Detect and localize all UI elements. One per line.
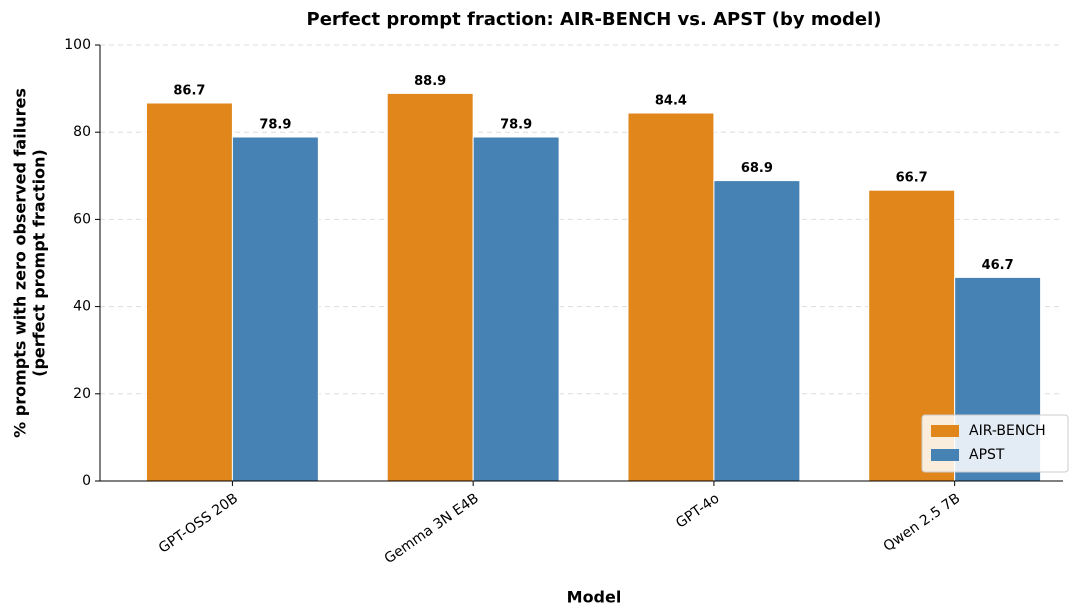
- legend-label: APST: [969, 447, 1005, 463]
- bar: [472, 136, 560, 482]
- bar: [145, 102, 233, 482]
- data-label: 46.7: [982, 258, 1014, 273]
- x-axis-label: Model: [567, 588, 622, 606]
- x-tick-label: GPT-OSS 20B: [156, 490, 241, 556]
- legend-label: AIR-BENCH: [969, 423, 1046, 439]
- data-label: 84.4: [655, 94, 687, 109]
- y-tick-label: 20: [73, 386, 91, 402]
- y-tick-label: 100: [64, 37, 91, 53]
- legend-swatch: [931, 425, 959, 437]
- x-tick-label: Qwen 2.5 7B: [881, 490, 964, 555]
- chart-title: Perfect prompt fraction: AIR-BENCH vs. A…: [307, 9, 882, 30]
- y-tick-label: 60: [73, 211, 91, 227]
- bar: [231, 136, 319, 482]
- data-label: 88.9: [414, 74, 446, 89]
- bar: [386, 92, 474, 482]
- y-tick-label: 0: [82, 473, 91, 489]
- x-tick-label: GPT-4o: [673, 490, 722, 531]
- data-label: 66.7: [896, 171, 928, 186]
- data-label: 78.9: [259, 117, 291, 132]
- data-label: 86.7: [173, 83, 205, 98]
- legend-swatch: [931, 449, 959, 461]
- y-tick-label: 80: [73, 124, 91, 140]
- bar: [627, 112, 715, 482]
- y-tick-label: 40: [73, 299, 91, 315]
- bar: [713, 180, 801, 482]
- y-axis-label: % prompts with zero observed failures(pe…: [10, 88, 48, 438]
- x-tick-label: Gemma 3N E4B: [382, 490, 482, 567]
- data-label: 78.9: [500, 117, 532, 132]
- data-label: 68.9: [741, 161, 773, 176]
